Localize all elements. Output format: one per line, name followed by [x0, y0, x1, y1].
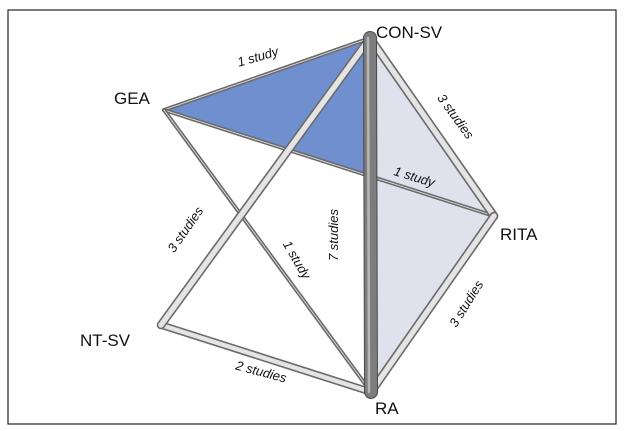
edge-nt_sv-ra [157, 321, 375, 396]
edge-con_sv-rita [365, 33, 499, 221]
edge-con_sv-ra [363, 31, 378, 399]
edge-label-con_sv-ra: 7 studies [326, 208, 341, 261]
edge-rita-ra [366, 211, 499, 397]
node-label-rita: RITA [500, 225, 538, 244]
node-label-gea: GEA [114, 89, 151, 108]
network-edges [156, 31, 499, 399]
edge-gea-ra [162, 108, 373, 394]
edge-gea-rita [162, 108, 496, 218]
network-nodes: CON-SV GEA RITA NT-SV RA [80, 23, 538, 418]
loop-con_sv-rita-ra [370, 38, 494, 392]
node-label-con_sv: CON-SV [376, 23, 443, 42]
node-label-ra: RA [375, 399, 399, 418]
edge-nt_sv-con_sv [156, 33, 375, 330]
edge-gea-con_sv [162, 36, 372, 112]
node-label-nt_sv: NT-SV [80, 331, 131, 350]
